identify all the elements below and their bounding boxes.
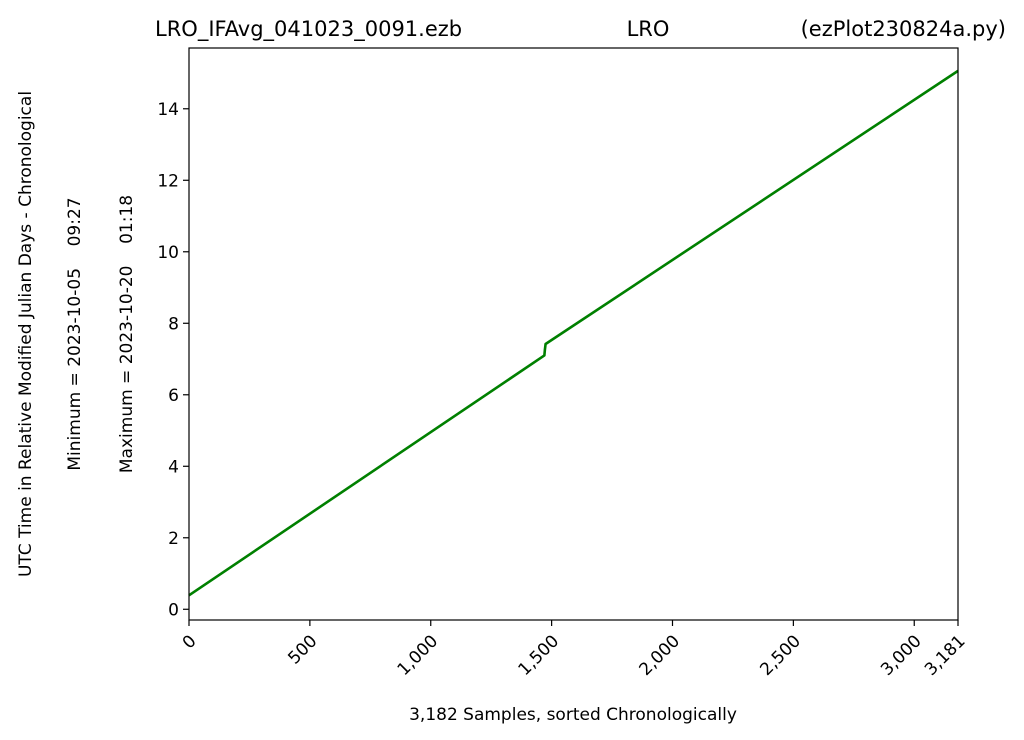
x-tick-label: 500 [284,631,321,668]
x-tick-label: 2,500 [756,631,805,680]
y-axis-label: UTC Time in Relative Modified Julian Day… [16,91,36,577]
y-axis-min-label: Minimum = 2023-10-05 09:27 [65,197,85,470]
x-tick-label: 1,000 [394,631,443,680]
y-axis-max-label: Maximum = 2023-10-20 01:18 [117,195,137,473]
y-tick-label: 6 [168,386,179,406]
y-axis: 0 2 4 6 8 10 12 14 [157,100,189,620]
x-tick-label: 3,000 [877,631,926,680]
x-tick-label: 3,181 [921,631,970,680]
plot-frame [188,47,959,621]
y-tick-label: 12 [157,171,179,191]
x-tick-label: 0 [179,631,201,653]
plot-area [188,47,959,621]
x-tick-label: 1,500 [515,631,564,680]
x-tick-label: 2,000 [635,631,684,680]
series-line-0 [188,69,959,597]
title-left: LRO_IFAvg_041023_0091.ezb [155,17,462,42]
y-tick-label: 0 [168,600,179,620]
y-tick-label: 10 [157,243,179,263]
x-axis-label: 3,182 Samples, sorted Chronologically [409,705,737,725]
title-center: LRO [627,17,670,41]
title-right: (ezPlot230824a.py) [801,17,1006,41]
y-tick-label: 4 [168,457,179,477]
y-tick-label: 8 [168,314,179,334]
y-tick-label: 2 [168,529,179,549]
y-tick-label: 14 [157,100,179,120]
